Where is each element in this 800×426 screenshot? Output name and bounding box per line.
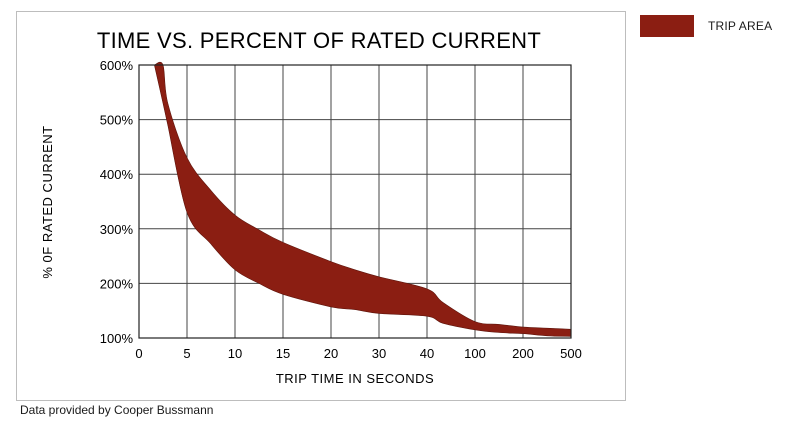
x-tick-labels: 0 5 10 15 20 30 40 100 200 500 <box>135 346 581 361</box>
x-tick-label: 30 <box>372 346 386 361</box>
legend: TRIP AREA <box>640 14 772 38</box>
y-tick-label: 300% <box>100 222 134 237</box>
chart-frame: TIME VS. PERCENT OF RATED CURRENT 0 5 10 15… <box>16 11 626 401</box>
x-tick-label: 10 <box>228 346 242 361</box>
source-note: Data provided by Cooper Bussmann <box>20 403 214 417</box>
legend-swatch <box>640 15 694 37</box>
x-tick-label: 40 <box>420 346 434 361</box>
y-tick-labels: 100% 200% 300% 400% 500% 600% <box>100 58 134 346</box>
x-tick-label: 0 <box>135 346 142 361</box>
x-axis-label: TRIP TIME IN SECONDS <box>276 371 434 386</box>
chart-title: TIME VS. PERCENT OF RATED CURRENT <box>97 28 541 53</box>
x-tick-label: 20 <box>324 346 338 361</box>
y-tick-label: 500% <box>100 113 134 128</box>
y-tick-label: 100% <box>100 331 134 346</box>
trip-area-band <box>154 61 572 337</box>
legend-label: TRIP AREA <box>708 19 773 33</box>
y-tick-label: 600% <box>100 58 134 73</box>
x-tick-label: 5 <box>183 346 190 361</box>
y-axis-label: % 0F RATED CURRENT <box>40 125 55 278</box>
x-tick-label: 100 <box>464 346 486 361</box>
y-tick-label: 400% <box>100 167 134 182</box>
chart: TIME VS. PERCENT OF RATED CURRENT 0 5 10 15… <box>40 28 582 386</box>
x-tick-label: 500 <box>560 346 582 361</box>
plot-border <box>138 64 572 339</box>
y-tick-label: 200% <box>100 276 134 291</box>
x-tick-label: 15 <box>276 346 290 361</box>
x-tick-label: 200 <box>512 346 534 361</box>
